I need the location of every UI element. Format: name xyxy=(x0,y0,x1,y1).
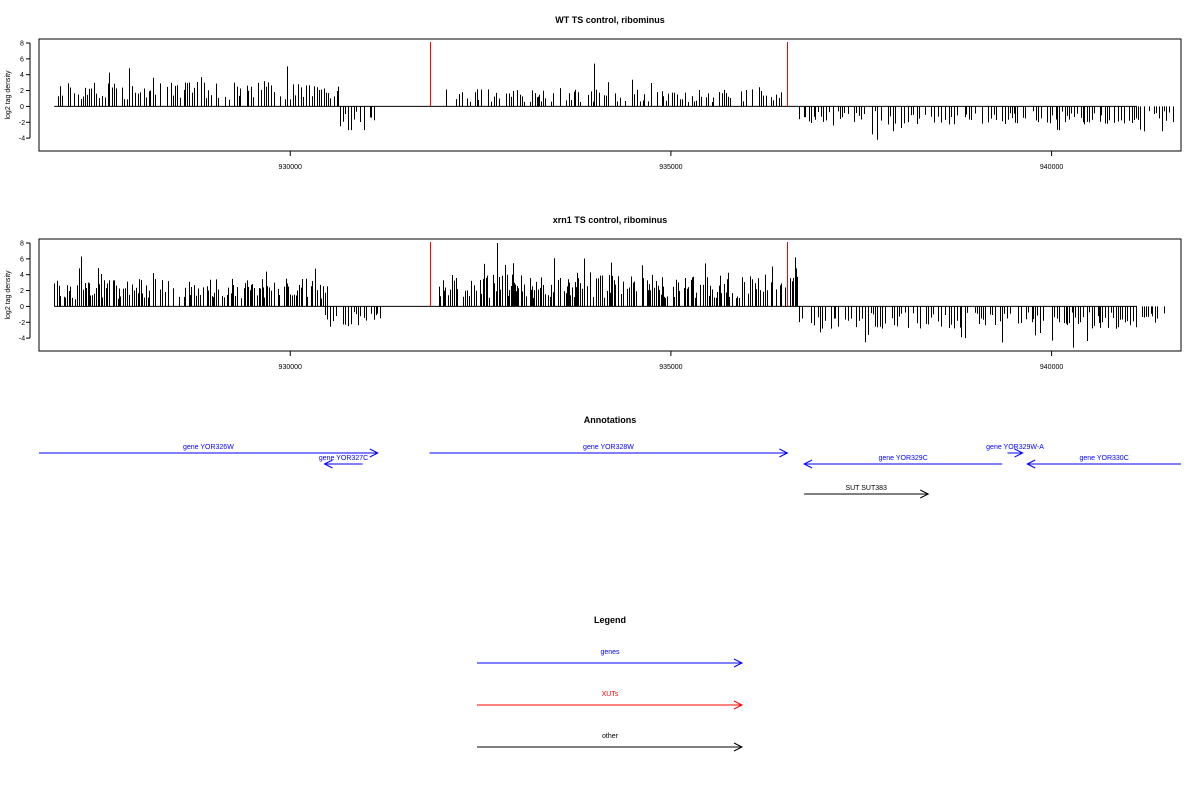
feature-label: gene YOR326W xyxy=(183,444,234,451)
feature-label: gene YOR327C xyxy=(319,455,368,462)
y-tick-label: -2 xyxy=(19,320,25,327)
feature-arrow-head xyxy=(1026,459,1036,469)
legend-label: other xyxy=(602,733,619,740)
feature-arrow-head xyxy=(323,459,333,469)
y-tick-label: 6 xyxy=(20,56,24,63)
signal-bars xyxy=(54,243,1165,348)
y-axis: 8 6 4 2 0 -2 -4 xyxy=(19,241,31,343)
annotations-title: Annotations xyxy=(584,415,637,425)
y-tick-label: 4 xyxy=(20,272,24,279)
feature-label: gene YOR329C xyxy=(878,455,927,462)
y-axis-label: log2 tag density xyxy=(5,270,12,320)
y-tick-label: -4 xyxy=(19,336,25,343)
legend-arrow-head xyxy=(733,700,744,710)
y-tick-label: -4 xyxy=(19,136,25,143)
feature-arrow-head xyxy=(779,448,789,458)
y-tick-label: 8 xyxy=(20,241,24,248)
feature-arrow-head xyxy=(803,459,813,469)
chart-title: xrn1 TS control, ribominus xyxy=(553,215,668,225)
x-tick-label: 940000 xyxy=(1040,164,1063,171)
annotation-features: gene YOR326W gene YOR327C gene YOR328W gene… xyxy=(39,444,1181,499)
y-tick-label: 2 xyxy=(20,88,24,95)
legend-items: genes XUTs other xyxy=(477,649,744,752)
legend-title: Legend xyxy=(594,615,626,625)
x-axis: 930000 935000 940000 xyxy=(279,351,1063,371)
x-tick-label: 935000 xyxy=(659,364,682,371)
legend: Legend genes XUTs other xyxy=(477,615,744,752)
y-tick-label: 4 xyxy=(20,72,24,79)
y-axis-label: log2 tag density xyxy=(5,70,12,120)
y-tick-label: 0 xyxy=(20,104,24,111)
x-tick-label: 935000 xyxy=(659,164,682,171)
y-axis: 8 6 4 2 0 -2 -4 xyxy=(19,41,31,143)
y-tick-label: -2 xyxy=(19,120,25,127)
y-tick-label: 2 xyxy=(20,288,24,295)
y-tick-label: 6 xyxy=(20,256,24,263)
feature-label: gene YOR328W xyxy=(583,444,634,451)
x-tick-label: 940000 xyxy=(1040,364,1063,371)
legend-label: genes xyxy=(600,649,620,656)
signal-bars xyxy=(58,63,1174,140)
panel-xrn1: xrn1 TS control, ribominus log2 tag dens… xyxy=(5,215,1182,371)
chart-title: WT TS control, ribominus xyxy=(555,15,665,25)
feature-label: gene YOR329W-A xyxy=(986,444,1044,451)
legend-arrow-head xyxy=(733,742,744,752)
region-markers xyxy=(430,242,788,307)
y-tick-label: 8 xyxy=(20,41,24,48)
y-tick-label: 0 xyxy=(20,304,24,311)
plot-frame xyxy=(38,38,1182,152)
plot-frame xyxy=(38,238,1182,352)
feature-label: gene YOR330C xyxy=(1079,455,1128,462)
feature-arrow-head xyxy=(920,489,930,499)
panel-wt: WT TS control, ribominus log2 tag densit… xyxy=(5,15,1182,171)
x-axis: 930000 935000 940000 xyxy=(279,151,1063,171)
feature-label: SUT SUT383 xyxy=(845,485,887,492)
x-tick-label: 930000 xyxy=(279,164,302,171)
feature-arrow-head xyxy=(1014,448,1024,458)
region-markers xyxy=(430,42,788,107)
feature-arrow-head xyxy=(369,448,379,458)
x-tick-label: 930000 xyxy=(279,364,302,371)
legend-label: XUTs xyxy=(602,691,619,698)
legend-arrow-head xyxy=(733,658,744,668)
